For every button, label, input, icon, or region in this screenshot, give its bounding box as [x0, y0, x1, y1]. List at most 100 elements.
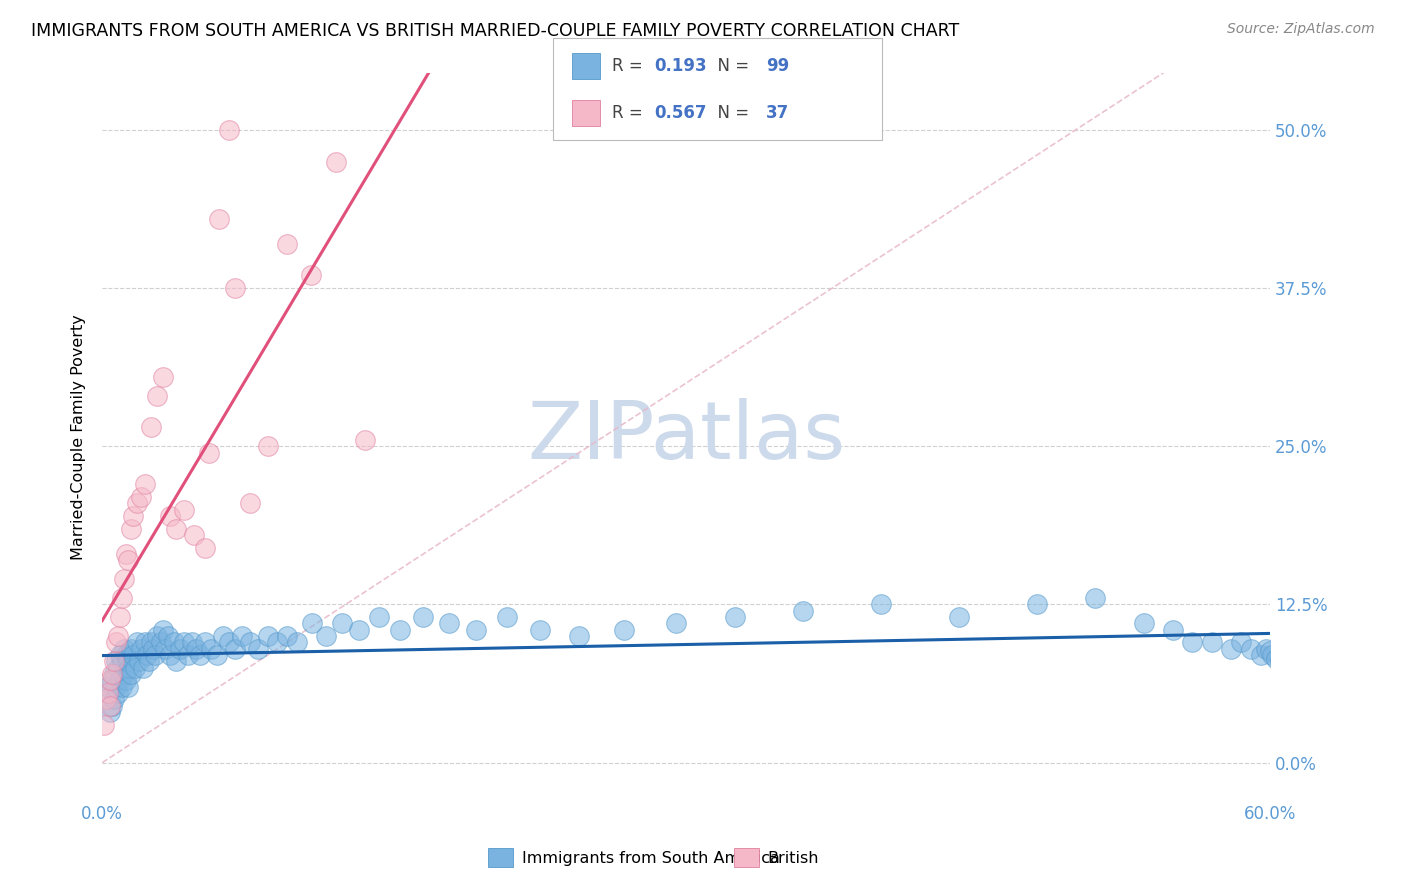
Point [127, 635, 149, 649]
Point [325, 154, 347, 169]
Point [93, 717, 115, 731]
Point [101, 698, 124, 713]
Text: IMMIGRANTS FROM SOUTH AMERICA VS BRITISH MARRIED-COUPLE FAMILY POVERTY CORRELATI: IMMIGRANTS FROM SOUTH AMERICA VS BRITISH… [31, 22, 959, 40]
Text: Source: ZipAtlas.com: Source: ZipAtlas.com [1227, 22, 1375, 37]
Point [94, 692, 117, 706]
Point [367, 610, 389, 624]
Point [224, 281, 246, 295]
Point [138, 655, 160, 669]
Point [285, 635, 308, 649]
Point [103, 667, 125, 681]
Y-axis label: Married-Couple Family Poverty: Married-Couple Family Poverty [72, 314, 86, 559]
Point [1181, 635, 1204, 649]
Point [165, 522, 187, 536]
Point [143, 648, 166, 662]
Point [111, 591, 134, 606]
Point [301, 616, 323, 631]
Point [437, 616, 460, 631]
Point [112, 667, 135, 681]
Point [1084, 591, 1107, 606]
Point [1240, 641, 1263, 656]
Point [208, 211, 231, 226]
Point [107, 686, 129, 700]
Point [200, 641, 222, 656]
Point [114, 547, 136, 561]
Point [101, 667, 124, 681]
Point [127, 496, 149, 510]
Point [276, 236, 298, 251]
Point [194, 541, 217, 555]
Point [129, 641, 152, 656]
Point [218, 123, 240, 137]
Point [870, 598, 893, 612]
Point [103, 692, 125, 706]
Point [496, 610, 519, 624]
Point [299, 268, 322, 283]
Point [1230, 635, 1253, 649]
Point [665, 616, 688, 631]
Point [183, 528, 205, 542]
Point [173, 502, 195, 516]
Point [330, 616, 353, 631]
Point [120, 667, 142, 681]
Text: Immigrants from South America: Immigrants from South America [522, 851, 779, 865]
Point [117, 655, 139, 669]
Point [132, 661, 155, 675]
Point [212, 629, 235, 643]
Point [153, 641, 176, 656]
Point [163, 635, 186, 649]
Point [134, 635, 156, 649]
Point [107, 629, 129, 643]
Point [98, 673, 121, 688]
Point [111, 655, 134, 669]
Text: N =: N = [707, 57, 755, 75]
Point [104, 655, 127, 669]
Point [1025, 598, 1047, 612]
Point [94, 686, 117, 700]
Text: British: British [768, 851, 820, 865]
Point [1272, 652, 1295, 666]
Point [792, 604, 814, 618]
Point [103, 655, 125, 669]
Point [145, 389, 167, 403]
Point [136, 648, 159, 662]
Point [149, 635, 172, 649]
Point [276, 629, 298, 643]
Point [139, 635, 162, 649]
Point [1268, 655, 1291, 669]
Point [180, 635, 202, 649]
Point [205, 648, 228, 662]
Point [613, 623, 636, 637]
Point [97, 686, 120, 700]
Point [117, 680, 139, 694]
Point [157, 629, 180, 643]
Point [1161, 623, 1184, 637]
Point [948, 610, 970, 624]
Point [1261, 648, 1284, 662]
Point [107, 661, 129, 675]
Point [104, 680, 127, 694]
Point [724, 610, 747, 624]
Text: R =: R = [612, 104, 648, 122]
Point [129, 490, 152, 504]
Point [1132, 616, 1154, 631]
Point [198, 445, 221, 459]
Point [139, 420, 162, 434]
Point [112, 641, 135, 656]
Point [101, 673, 124, 688]
Point [184, 641, 207, 656]
Point [165, 655, 187, 669]
Text: 37: 37 [766, 104, 790, 122]
Point [1258, 644, 1281, 658]
Point [124, 661, 146, 675]
Point [1265, 652, 1288, 666]
Point [389, 623, 412, 637]
Text: 0.567: 0.567 [654, 104, 706, 122]
Point [117, 553, 139, 567]
Point [122, 508, 145, 523]
Point [354, 433, 377, 447]
Point [118, 661, 141, 675]
Point [465, 623, 488, 637]
Point [152, 623, 174, 637]
Point [315, 629, 337, 643]
